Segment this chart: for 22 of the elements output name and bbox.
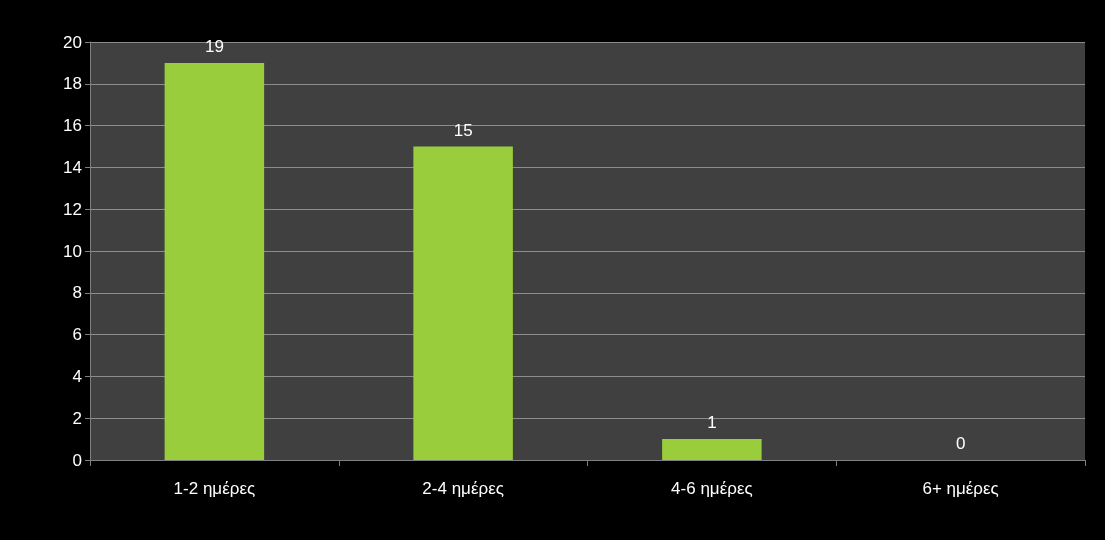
y-tick-label: 10: [63, 241, 82, 261]
y-tick-label: 8: [72, 283, 82, 303]
y-tick-label: 18: [63, 74, 82, 94]
data-label: 19: [204, 36, 224, 56]
y-tick-label: 2: [72, 408, 82, 428]
x-tick-label: 4-6 ημέρες: [671, 479, 753, 498]
x-tick-label: 6+ ημέρες: [922, 479, 999, 498]
y-tick-label: 4: [72, 366, 82, 386]
bar: [413, 146, 513, 460]
y-tick-label: 12: [63, 199, 82, 219]
y-tick-label: 14: [63, 157, 82, 177]
bar: [164, 62, 265, 460]
y-tick-label: 0: [72, 450, 82, 470]
x-tick-label: 2-4 ημέρες: [422, 479, 504, 498]
bar: [662, 439, 762, 460]
data-label: 0: [955, 434, 966, 453]
y-tick-label: 6: [72, 325, 82, 345]
y-tick-label: 16: [63, 116, 82, 136]
data-label: 1: [707, 413, 717, 433]
data-label: 15: [453, 120, 473, 140]
x-tick-label: 1-2 ημέρες: [173, 479, 256, 498]
y-tick-label: 20: [63, 32, 82, 52]
